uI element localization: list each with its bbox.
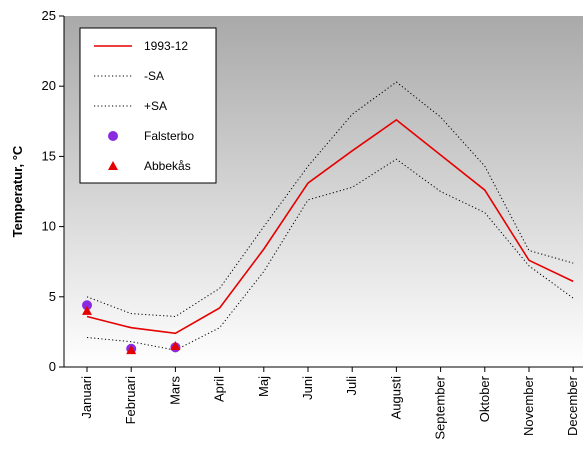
x-tick-label: Januari (79, 376, 94, 419)
legend-swatch (108, 131, 118, 141)
point-abbekas (126, 345, 137, 355)
x-tick-label: Augusti (388, 376, 403, 419)
legend-label: Falsterbo (144, 129, 194, 143)
axes: 0 5 10 15 20 25 Januari Februari Mars April Maj Jun… (42, 8, 583, 440)
y-tick-label: 5 (49, 289, 56, 304)
y-axis-label: Temperatur, °C (10, 145, 25, 237)
series-layer (82, 81, 574, 355)
legend-label: 1993-12 (144, 39, 188, 53)
x-tick-label: Mars (167, 376, 182, 405)
x-tick-label: Februari (123, 376, 138, 425)
y-tick-label: 25 (42, 8, 56, 23)
x-tick-label: September (433, 375, 448, 439)
legend-label: Abbekås (144, 159, 191, 173)
x-tick-label: December (565, 375, 580, 436)
legend: 1993-12 -SA +SA Falsterbo Abbekås (79, 27, 217, 184)
y-tick-label: 20 (42, 78, 56, 93)
series-line-1993-12 (86, 118, 574, 335)
legend-swatch (108, 161, 118, 170)
legend-label: +SA (144, 99, 167, 113)
y-tick-label: 15 (42, 148, 56, 163)
x-tick-label: Oktober (477, 375, 492, 422)
point-abbekas (170, 340, 181, 350)
point-abbekas (82, 305, 92, 315)
legend-label: -SA (144, 69, 164, 83)
legend-box (79, 27, 217, 184)
y-tick-label: 10 (42, 219, 56, 234)
x-tick-label: Maj (256, 376, 271, 397)
y-tick-label: 0 (49, 359, 56, 374)
x-tick-label: April (212, 376, 227, 402)
point-falsterbo (82, 300, 92, 311)
x-tick-label: Juli (344, 376, 359, 396)
series-line--sa (86, 158, 574, 351)
x-tick-label: November (521, 375, 536, 436)
x-tick-label: Juni (300, 376, 315, 400)
